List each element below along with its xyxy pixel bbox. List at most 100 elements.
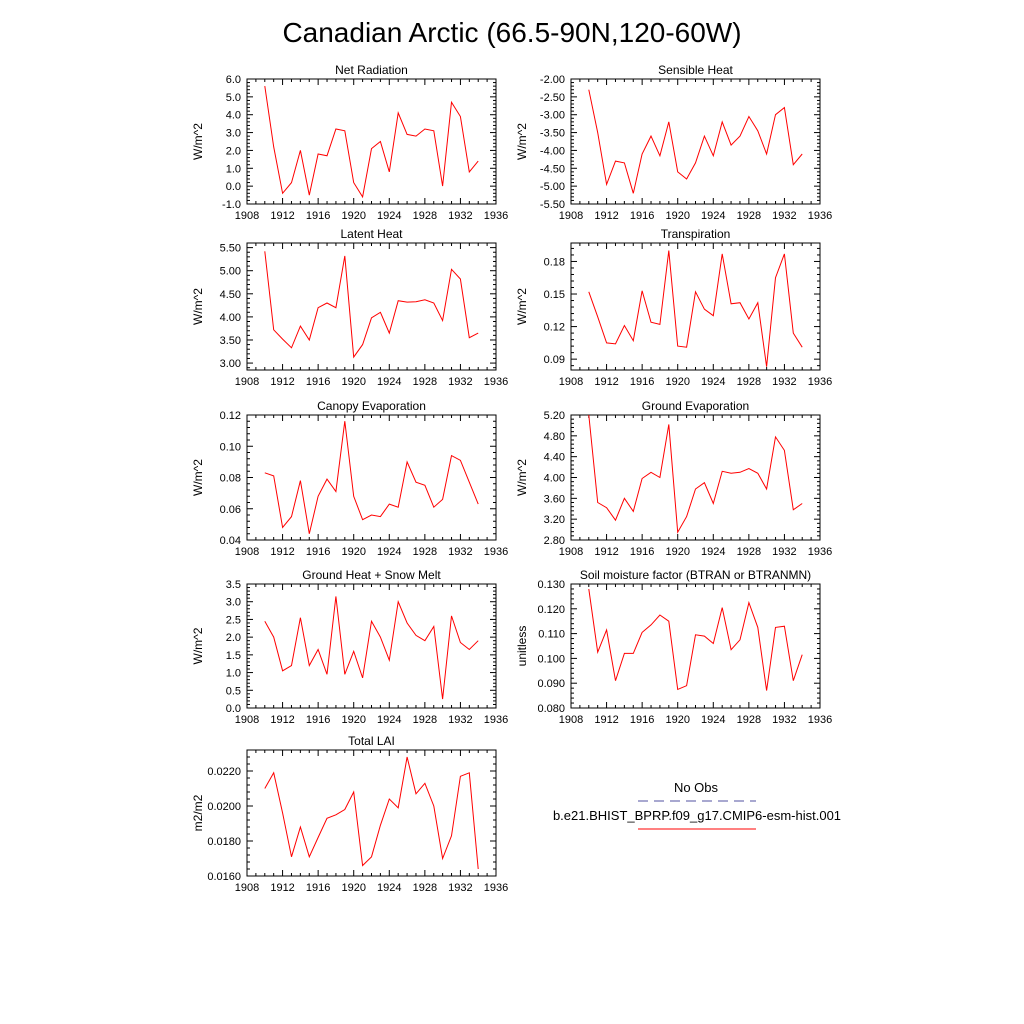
y-tick-label: 4.00	[544, 473, 565, 485]
panel-title: Ground Evaporation	[642, 399, 749, 413]
y-tick-label: 0.100	[537, 653, 565, 665]
legend: No Obs b.e21.BHIST_BPRP.f09_g17.CMIP6-es…	[553, 780, 841, 830]
x-tick-label: 1932	[448, 882, 472, 894]
x-tick-label: 1908	[559, 714, 583, 726]
series-line	[588, 89, 803, 194]
panel-title: Total LAI	[348, 734, 395, 748]
x-tick-label: 1912	[270, 210, 294, 222]
y-tick-label: 5.0	[226, 92, 241, 104]
x-tick-label: 1936	[484, 546, 508, 558]
x-tick-label: 1928	[413, 210, 437, 222]
x-tick-label: 1928	[737, 714, 761, 726]
chart-panel: Ground Heat + Snow Melt W/m^2 1908 1912 1916…	[191, 568, 508, 726]
y-tick-label: 0.06	[220, 504, 241, 516]
x-tick-label: 1920	[341, 546, 365, 558]
series-line	[264, 421, 479, 534]
x-tick-label: 1920	[341, 882, 365, 894]
y-tick-label: 0.18	[544, 256, 565, 268]
x-tick-label: 1908	[559, 546, 583, 558]
y-tick-label: 0.0200	[207, 801, 241, 813]
x-tick-label: 1936	[808, 714, 832, 726]
y-tick-label: 2.5	[226, 614, 241, 626]
chart-panel: Transpiration W/m^2 1908 1912 1916 1920 1924 19…	[515, 227, 832, 388]
y-tick-label: 0.12	[544, 322, 565, 334]
y-tick-label: 6.0	[226, 74, 241, 86]
y-axis-label: m2/m2	[191, 794, 205, 831]
y-tick-label: 3.20	[544, 514, 565, 526]
series-line	[264, 86, 479, 199]
y-tick-label: 3.50	[220, 335, 241, 347]
y-tick-label: 4.0	[226, 110, 241, 122]
y-tick-label: 3.60	[544, 493, 565, 505]
y-tick-label: 0.15	[544, 289, 565, 301]
y-tick-label: -2.50	[540, 92, 565, 104]
x-tick-label: 1932	[448, 376, 472, 388]
x-tick-label: 1924	[377, 546, 401, 558]
x-tick-label: 1912	[594, 210, 618, 222]
x-tick-label: 1924	[701, 376, 725, 388]
x-tick-label: 1924	[377, 376, 401, 388]
figure-title: Canadian Arctic (66.5-90N,120-60W)	[282, 17, 741, 48]
x-tick-label: 1924	[377, 210, 401, 222]
x-tick-label: 1916	[306, 376, 330, 388]
x-tick-label: 1932	[448, 210, 472, 222]
x-tick-label: 1908	[235, 210, 259, 222]
x-tick-label: 1924	[701, 546, 725, 558]
x-tick-label: 1916	[630, 714, 654, 726]
y-tick-label: -5.50	[540, 199, 565, 211]
x-tick-label: 1912	[594, 546, 618, 558]
y-tick-label: 5.20	[544, 410, 565, 422]
y-tick-label: -5.00	[540, 181, 565, 193]
y-tick-label: 0.0	[226, 703, 241, 715]
y-axis-label: W/m^2	[191, 627, 205, 664]
x-tick-label: 1916	[306, 546, 330, 558]
y-tick-label: 0.04	[220, 535, 241, 547]
series-line	[264, 596, 479, 700]
x-tick-label: 1912	[270, 882, 294, 894]
x-tick-label: 1908	[235, 714, 259, 726]
y-tick-label: 0.090	[537, 678, 565, 690]
x-tick-label: 1936	[484, 376, 508, 388]
x-tick-label: 1916	[630, 376, 654, 388]
x-tick-label: 1920	[665, 714, 689, 726]
x-tick-label: 1936	[808, 376, 832, 388]
y-tick-label: 5.00	[220, 266, 241, 278]
x-tick-label: 1932	[772, 714, 796, 726]
x-tick-label: 1916	[630, 546, 654, 558]
x-tick-label: 1916	[306, 210, 330, 222]
y-tick-label: 1.0	[226, 163, 241, 175]
y-tick-label: 0.120	[537, 604, 565, 616]
y-tick-label: 0.09	[544, 354, 565, 366]
x-tick-label: 1928	[413, 376, 437, 388]
y-tick-label: 4.80	[544, 431, 565, 443]
x-tick-label: 1928	[413, 882, 437, 894]
y-tick-label: -4.50	[540, 163, 565, 175]
panel-title: Latent Heat	[340, 227, 403, 241]
x-tick-label: 1936	[484, 882, 508, 894]
panels: Net Radiation W/m^2 1908 1912 1916 1920 1924 19…	[191, 63, 832, 894]
x-tick-label: 1936	[484, 714, 508, 726]
y-axis-label: W/m^2	[191, 288, 205, 325]
x-tick-label: 1928	[737, 210, 761, 222]
x-tick-label: 1932	[772, 210, 796, 222]
x-tick-label: 1928	[413, 714, 437, 726]
x-tick-label: 1936	[808, 546, 832, 558]
y-tick-label: -2.00	[540, 74, 565, 86]
x-tick-label: 1916	[306, 714, 330, 726]
y-tick-label: -3.50	[540, 128, 565, 140]
y-tick-label: 4.50	[220, 289, 241, 301]
x-tick-label: 1912	[270, 546, 294, 558]
x-tick-label: 1920	[341, 210, 365, 222]
y-tick-label: 4.00	[220, 312, 241, 324]
y-tick-label: 5.50	[220, 243, 241, 255]
panel-title: Net Radiation	[335, 63, 408, 77]
y-tick-label: 0.08	[220, 473, 241, 485]
panel-title: Transpiration	[661, 227, 731, 241]
chart-panel: Canopy Evaporation W/m^2 1908 1912 1916 1920 1…	[191, 399, 508, 558]
chart-panel: Total LAI m2/m2 1908 1912 1916 1920 1924 1928 19…	[191, 734, 508, 894]
x-tick-label: 1924	[701, 714, 725, 726]
y-tick-label: 3.5	[226, 579, 241, 591]
x-tick-label: 1912	[594, 714, 618, 726]
chart-panel: Soil moisture factor (BTRAN or BTRANMN) u…	[515, 568, 832, 726]
